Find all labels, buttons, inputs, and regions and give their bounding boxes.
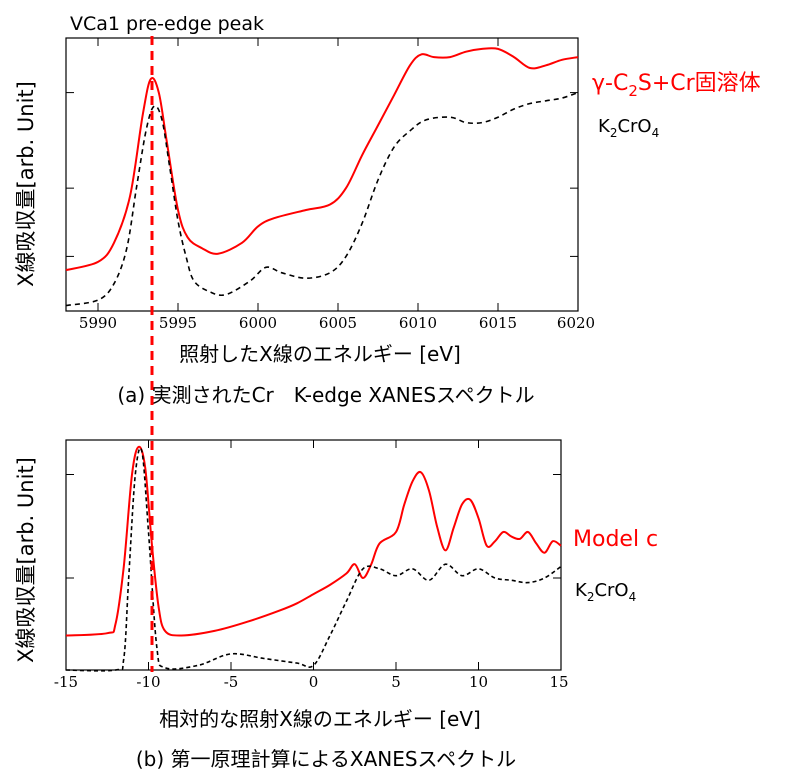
x-axis-label-a: 照射したX線のエネルギー [eV] xyxy=(179,342,461,366)
x-tick-label: 6015 xyxy=(479,314,517,332)
x-axis-label-b: 相対的な照射X線のエネルギー [eV] xyxy=(159,707,481,731)
x-ticks-b: -15 -10 -5 0 5 10 15 xyxy=(54,440,569,691)
x-tick-label: 5995 xyxy=(159,314,197,332)
annotation-label: VCa1 pre-edge peak xyxy=(70,13,264,35)
panel-b: -15 -10 -5 0 5 10 15 X線吸収量[arb. Unit] 相対的な照射X線… xyxy=(14,439,658,771)
series-line-gamma-c2s-cr xyxy=(65,47,579,272)
legend-model-c: Model c xyxy=(573,527,658,552)
y-axis-label-a: X線吸収量[arb. Unit] xyxy=(14,81,38,287)
y-axis-label-b: X線吸収量[arb. Unit] xyxy=(14,457,38,663)
plot-frame-b xyxy=(65,439,562,671)
x-tick-label: 6010 xyxy=(399,314,437,332)
x-tick-label: -5 xyxy=(224,673,239,691)
series-line-k2cro4-a xyxy=(65,91,579,307)
caption-a: (a) 実測されたCr K-edge XANESスペクトル xyxy=(117,383,534,407)
x-tick-label: 5 xyxy=(391,673,401,691)
y-ticks-b xyxy=(66,474,561,579)
x-tick-label: 6020 xyxy=(557,314,595,332)
panel-a: 5990 5995 6000 6005 6010 6015 6020 X線吸収量[arb. … xyxy=(14,37,761,407)
legend-gamma-c2s-cr: γ-C2S+Cr固溶体 xyxy=(592,71,761,100)
x-tick-label: 15 xyxy=(549,673,568,691)
x-tick-label: 5990 xyxy=(79,314,117,332)
legend-k2cro4-b: K2CrO4 xyxy=(575,580,636,604)
plot-frame-a xyxy=(65,37,579,312)
x-ticks-a: 5990 5995 6000 6005 6010 6015 6020 xyxy=(79,38,595,332)
series-line-model-c xyxy=(65,445,562,637)
legend-k2cro4-a: K2CrO4 xyxy=(598,116,659,140)
series-line-k2cro4-b xyxy=(65,447,562,672)
x-tick-label: 0 xyxy=(309,673,319,691)
y-ticks-a xyxy=(66,92,578,257)
x-tick-label: -10 xyxy=(136,673,160,691)
x-tick-label: -15 xyxy=(54,673,78,691)
x-tick-label: 10 xyxy=(469,673,488,691)
x-tick-label: 6000 xyxy=(239,314,277,332)
caption-b: (b) 第一原理計算によるXANESスペクトル xyxy=(136,747,516,771)
x-tick-label: 6005 xyxy=(319,314,357,332)
